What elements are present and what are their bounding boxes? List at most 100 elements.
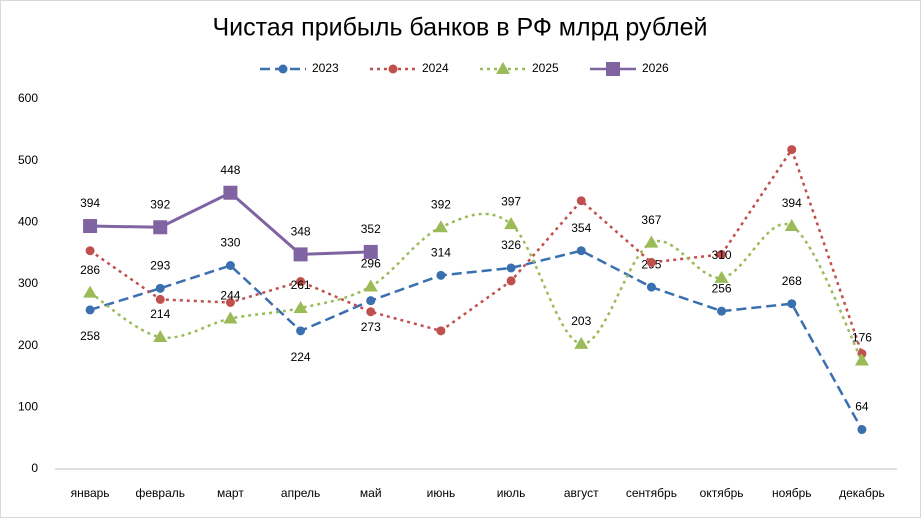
data-point — [293, 301, 308, 314]
data-label: 286 — [80, 263, 100, 277]
data-point — [717, 249, 727, 259]
data-point — [293, 247, 308, 262]
data-label: 244 — [220, 289, 240, 303]
chart-title: Чистая прибыль банков в РФ млрд рублей — [212, 14, 707, 42]
data-label: 392 — [431, 197, 451, 211]
y-tick-label: 100 — [18, 400, 38, 414]
x-tick-label: май — [360, 486, 382, 500]
data-label: 258 — [80, 329, 100, 343]
data-label: 314 — [431, 246, 451, 260]
data-label: 64 — [855, 400, 869, 414]
x-tick-label: январь — [71, 486, 110, 500]
data-point — [83, 285, 98, 298]
data-point — [223, 185, 238, 200]
x-tick-label: июль — [497, 486, 526, 500]
data-point — [644, 235, 659, 248]
data-point — [85, 305, 95, 315]
legend-label: 2023 — [312, 61, 339, 75]
y-tick-label: 0 — [31, 461, 38, 475]
legend-label: 2025 — [532, 61, 559, 75]
data-label: 352 — [361, 222, 381, 236]
data-label: 273 — [361, 320, 381, 334]
data-point — [363, 244, 378, 259]
data-point — [153, 330, 168, 343]
legend-marker — [606, 62, 620, 76]
data-label: 397 — [501, 194, 521, 208]
data-point — [854, 353, 869, 366]
data-point — [787, 299, 797, 309]
data-label: 392 — [150, 197, 170, 211]
y-tick-label: 400 — [18, 215, 38, 229]
data-point — [504, 217, 519, 230]
data-point — [366, 296, 376, 306]
legend-marker — [278, 64, 288, 74]
y-tick-label: 500 — [18, 153, 38, 167]
data-point — [155, 283, 165, 293]
x-tick-label: апрель — [281, 486, 320, 500]
x-tick-label: август — [564, 486, 599, 500]
data-point — [83, 219, 98, 234]
data-point — [296, 326, 306, 336]
y-tick-label: 600 — [18, 91, 38, 105]
data-label: 354 — [571, 221, 591, 235]
data-label: 448 — [220, 163, 240, 177]
data-point — [296, 277, 306, 287]
x-tick-label: март — [217, 486, 244, 500]
legend-label: 2024 — [422, 61, 449, 75]
x-tick-label: сентябрь — [626, 486, 677, 500]
data-label: 203 — [571, 314, 591, 328]
data-point — [576, 196, 586, 206]
series-line — [89, 249, 864, 431]
data-label: 224 — [291, 350, 311, 364]
data-label: 293 — [150, 258, 170, 272]
data-point — [225, 261, 235, 270]
legend-marker — [496, 62, 510, 74]
data-label: 348 — [291, 225, 311, 239]
x-tick-label: октябрь — [700, 486, 744, 500]
data-label: 261 — [291, 278, 311, 292]
data-label: 330 — [220, 236, 240, 250]
data-label: 268 — [782, 274, 802, 288]
data-label: 367 — [641, 213, 661, 227]
data-point — [506, 263, 516, 273]
data-point — [574, 336, 589, 349]
data-point — [85, 246, 95, 256]
data-point — [784, 219, 799, 232]
data-point — [225, 298, 235, 307]
data-label: 394 — [782, 196, 802, 210]
data-point — [857, 425, 867, 435]
series-line — [89, 146, 864, 355]
data-label: 214 — [150, 307, 170, 321]
data-point — [714, 270, 729, 283]
data-point — [363, 279, 378, 292]
data-point — [155, 294, 165, 304]
data-point — [576, 246, 586, 256]
data-point — [646, 257, 656, 267]
data-label: 310 — [712, 248, 732, 262]
data-label: 296 — [361, 257, 381, 271]
data-point — [506, 276, 516, 286]
x-tick-label: февраль — [135, 486, 185, 500]
x-tick-label: июнь — [427, 486, 456, 500]
data-point — [436, 326, 446, 336]
y-tick-label: 200 — [18, 338, 38, 352]
data-label: 256 — [712, 281, 732, 295]
data-label: 176 — [852, 331, 872, 345]
x-tick-label: декабрь — [839, 486, 885, 500]
data-point — [366, 307, 376, 317]
data-point — [646, 282, 656, 292]
data-label: 394 — [80, 196, 100, 210]
x-tick-label: ноябрь — [772, 486, 812, 500]
data-point — [787, 145, 797, 155]
data-point — [433, 220, 448, 233]
data-point — [153, 220, 168, 235]
data-point — [436, 270, 446, 280]
data-label: 326 — [501, 238, 521, 252]
y-tick-label: 300 — [18, 276, 38, 290]
data-point — [717, 306, 727, 316]
legend-marker — [388, 64, 398, 74]
legend-label: 2026 — [642, 61, 669, 75]
data-point — [223, 311, 238, 324]
